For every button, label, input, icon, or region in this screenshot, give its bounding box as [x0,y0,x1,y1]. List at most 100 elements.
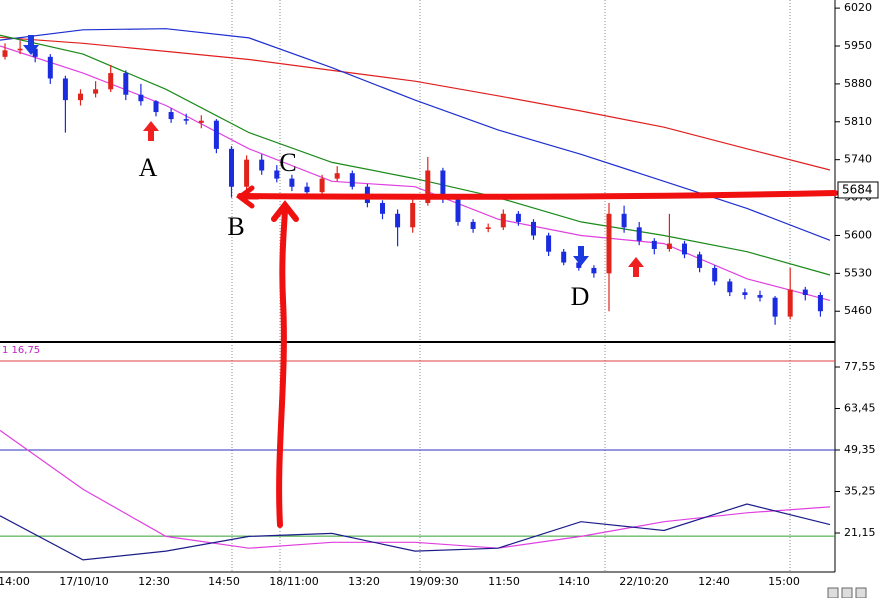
candle-body [138,94,144,102]
candle-body [606,213,612,274]
y-tick-label: 6020 [844,1,872,14]
candle-body [380,202,385,214]
y-tick-label: 5810 [844,115,872,128]
drawn-arrow [271,200,299,528]
signal-arrow [23,35,39,55]
drawn-arrow [235,185,261,209]
candle-body [531,221,536,236]
line-series [0,34,831,276]
candle-body [259,159,265,171]
candle-body [500,213,506,228]
toolbar-icon[interactable] [841,587,853,598]
candle-body [153,101,159,113]
candle-body [787,289,793,317]
signal-arrow [143,121,159,141]
x-tick-label: 13:20 [348,575,380,588]
candle-body [410,202,416,228]
candle-body [727,281,733,293]
x-tick-label: 12:40 [698,575,730,588]
candle-body [621,213,627,228]
drawn-line [237,190,838,200]
candle-body [455,197,461,222]
candle-body [666,243,672,249]
candle-body [349,173,355,187]
candle-body [772,297,778,317]
legend-text: 1 16,75 [2,345,40,356]
x-tick-label: 11:50 [488,575,520,588]
candle-body [213,120,219,149]
candle-body [2,50,8,57]
y-tick-label: 5460 [844,304,872,317]
candle-body [274,170,280,179]
last-price: 5684 [842,182,873,196]
y-tick-label: 35,25 [844,484,876,497]
y-tick-label: 5530 [844,266,872,279]
candle-body [546,235,552,252]
y-tick-label: 5950 [844,39,872,52]
last-price-box [837,181,879,199]
candle-body [123,73,129,95]
toolbar-icon[interactable] [855,587,867,598]
y-tick-label: 63,45 [844,401,876,414]
toolbar-icon[interactable] [827,587,839,598]
line-series [0,28,831,241]
candle-body [515,213,521,222]
x-tick-label: 17/10/10 [59,575,108,588]
y-tick-label: 5880 [844,77,872,90]
x-tick-label: 18/11:00 [269,575,318,588]
candle-body [425,170,431,203]
candle-body [697,254,703,268]
candle-body [168,112,174,120]
candle-body [591,267,597,274]
annotation: B [227,212,244,241]
candle-body [636,227,642,241]
annotation: A [139,153,158,182]
x-tick-label: 15:00 [768,575,800,588]
line-series [0,45,831,301]
candle-body [561,251,567,263]
x-tick-label: 12:30 [138,575,170,588]
candle-body [682,243,687,255]
y-tick-label: 49,35 [844,443,876,456]
annotation: C [279,148,296,177]
x-tick-label: 14:00 [0,575,30,588]
candle-body [334,173,340,179]
candle-body [742,292,748,295]
candle-body [78,93,83,101]
candle-body [712,267,718,282]
candle-body [229,148,234,187]
candle-body [289,178,295,187]
x-tick-label: 22/10:20 [619,575,668,588]
x-tick-label: 14:10 [558,575,590,588]
candle-body [47,56,53,79]
candle-body [440,170,446,198]
signal-arrow [573,246,589,266]
candle-body [183,119,189,121]
line-series [0,36,831,171]
line-series [0,503,831,561]
candle-body [395,213,401,228]
signal-arrow [628,257,644,277]
candle-body [304,186,310,193]
candle-body [32,48,38,57]
y-tick-label: 5600 [844,228,872,241]
candle-body [319,178,325,193]
candle-body [198,120,204,123]
y-tick-label: 77,55 [844,360,876,373]
candle-body [576,262,582,268]
candle-body [802,289,808,295]
annotation: D [571,282,590,311]
candle-body [244,159,250,187]
y-tick-label: 5740 [844,153,872,166]
x-tick-label: 14:50 [208,575,240,588]
candle-body [93,89,99,94]
candle-body [108,73,114,90]
x-tick-label: 19/09:30 [409,575,458,588]
candle-body [757,294,763,298]
y-tick-label: 21,15 [844,526,876,539]
candle-body [817,294,823,312]
candle-body [485,227,491,229]
